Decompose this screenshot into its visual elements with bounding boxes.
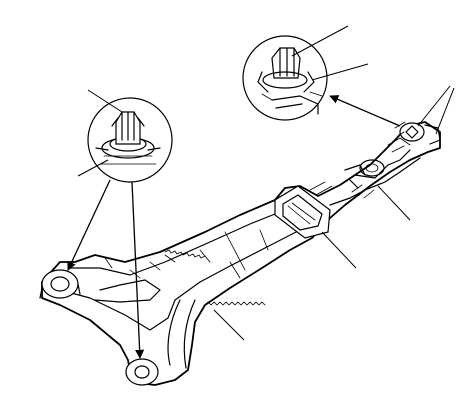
callout-leaders — [77, 25, 455, 341]
bracket-inner-edge-bottom — [59, 214, 321, 331]
middle-clip-slot — [274, 185, 331, 239]
location-arrows — [67, 95, 401, 359]
bracket-right-detail — [309, 137, 421, 206]
right-end-clip — [394, 121, 441, 145]
leader-bracket-lower — [213, 309, 245, 341]
leader-bracket-right — [377, 185, 411, 221]
leader-left-top — [87, 89, 123, 113]
bracket-inner-edge-top — [69, 211, 281, 276]
right-clip-detail-circle — [242, 35, 328, 121]
bottom-mounting-boss — [125, 358, 159, 386]
leader-right-upper — [417, 85, 451, 127]
leader-right-top — [291, 25, 349, 57]
arrow-clip-to-right-detail — [329, 95, 401, 127]
leader-right-bottom — [311, 63, 369, 81]
leader-left-bottom — [77, 159, 109, 177]
leader-middle-clip — [321, 231, 357, 269]
leader-right-lower — [435, 87, 455, 135]
bracket-lower-arm-curve — [167, 299, 196, 369]
left-clip-detail-circle — [87, 97, 173, 183]
bracket-lower-serration — [204, 301, 266, 306]
bracket-lower-rib — [94, 279, 161, 303]
bracket-ribs — [104, 229, 269, 279]
arrow-left-detail-to-bottom-boss — [131, 181, 145, 359]
bracket-assembly — [39, 121, 441, 386]
bracket-upper-serration — [164, 249, 206, 259]
left-mounting-boss — [39, 269, 81, 299]
arrow-left-detail-to-left-boss — [67, 179, 111, 271]
